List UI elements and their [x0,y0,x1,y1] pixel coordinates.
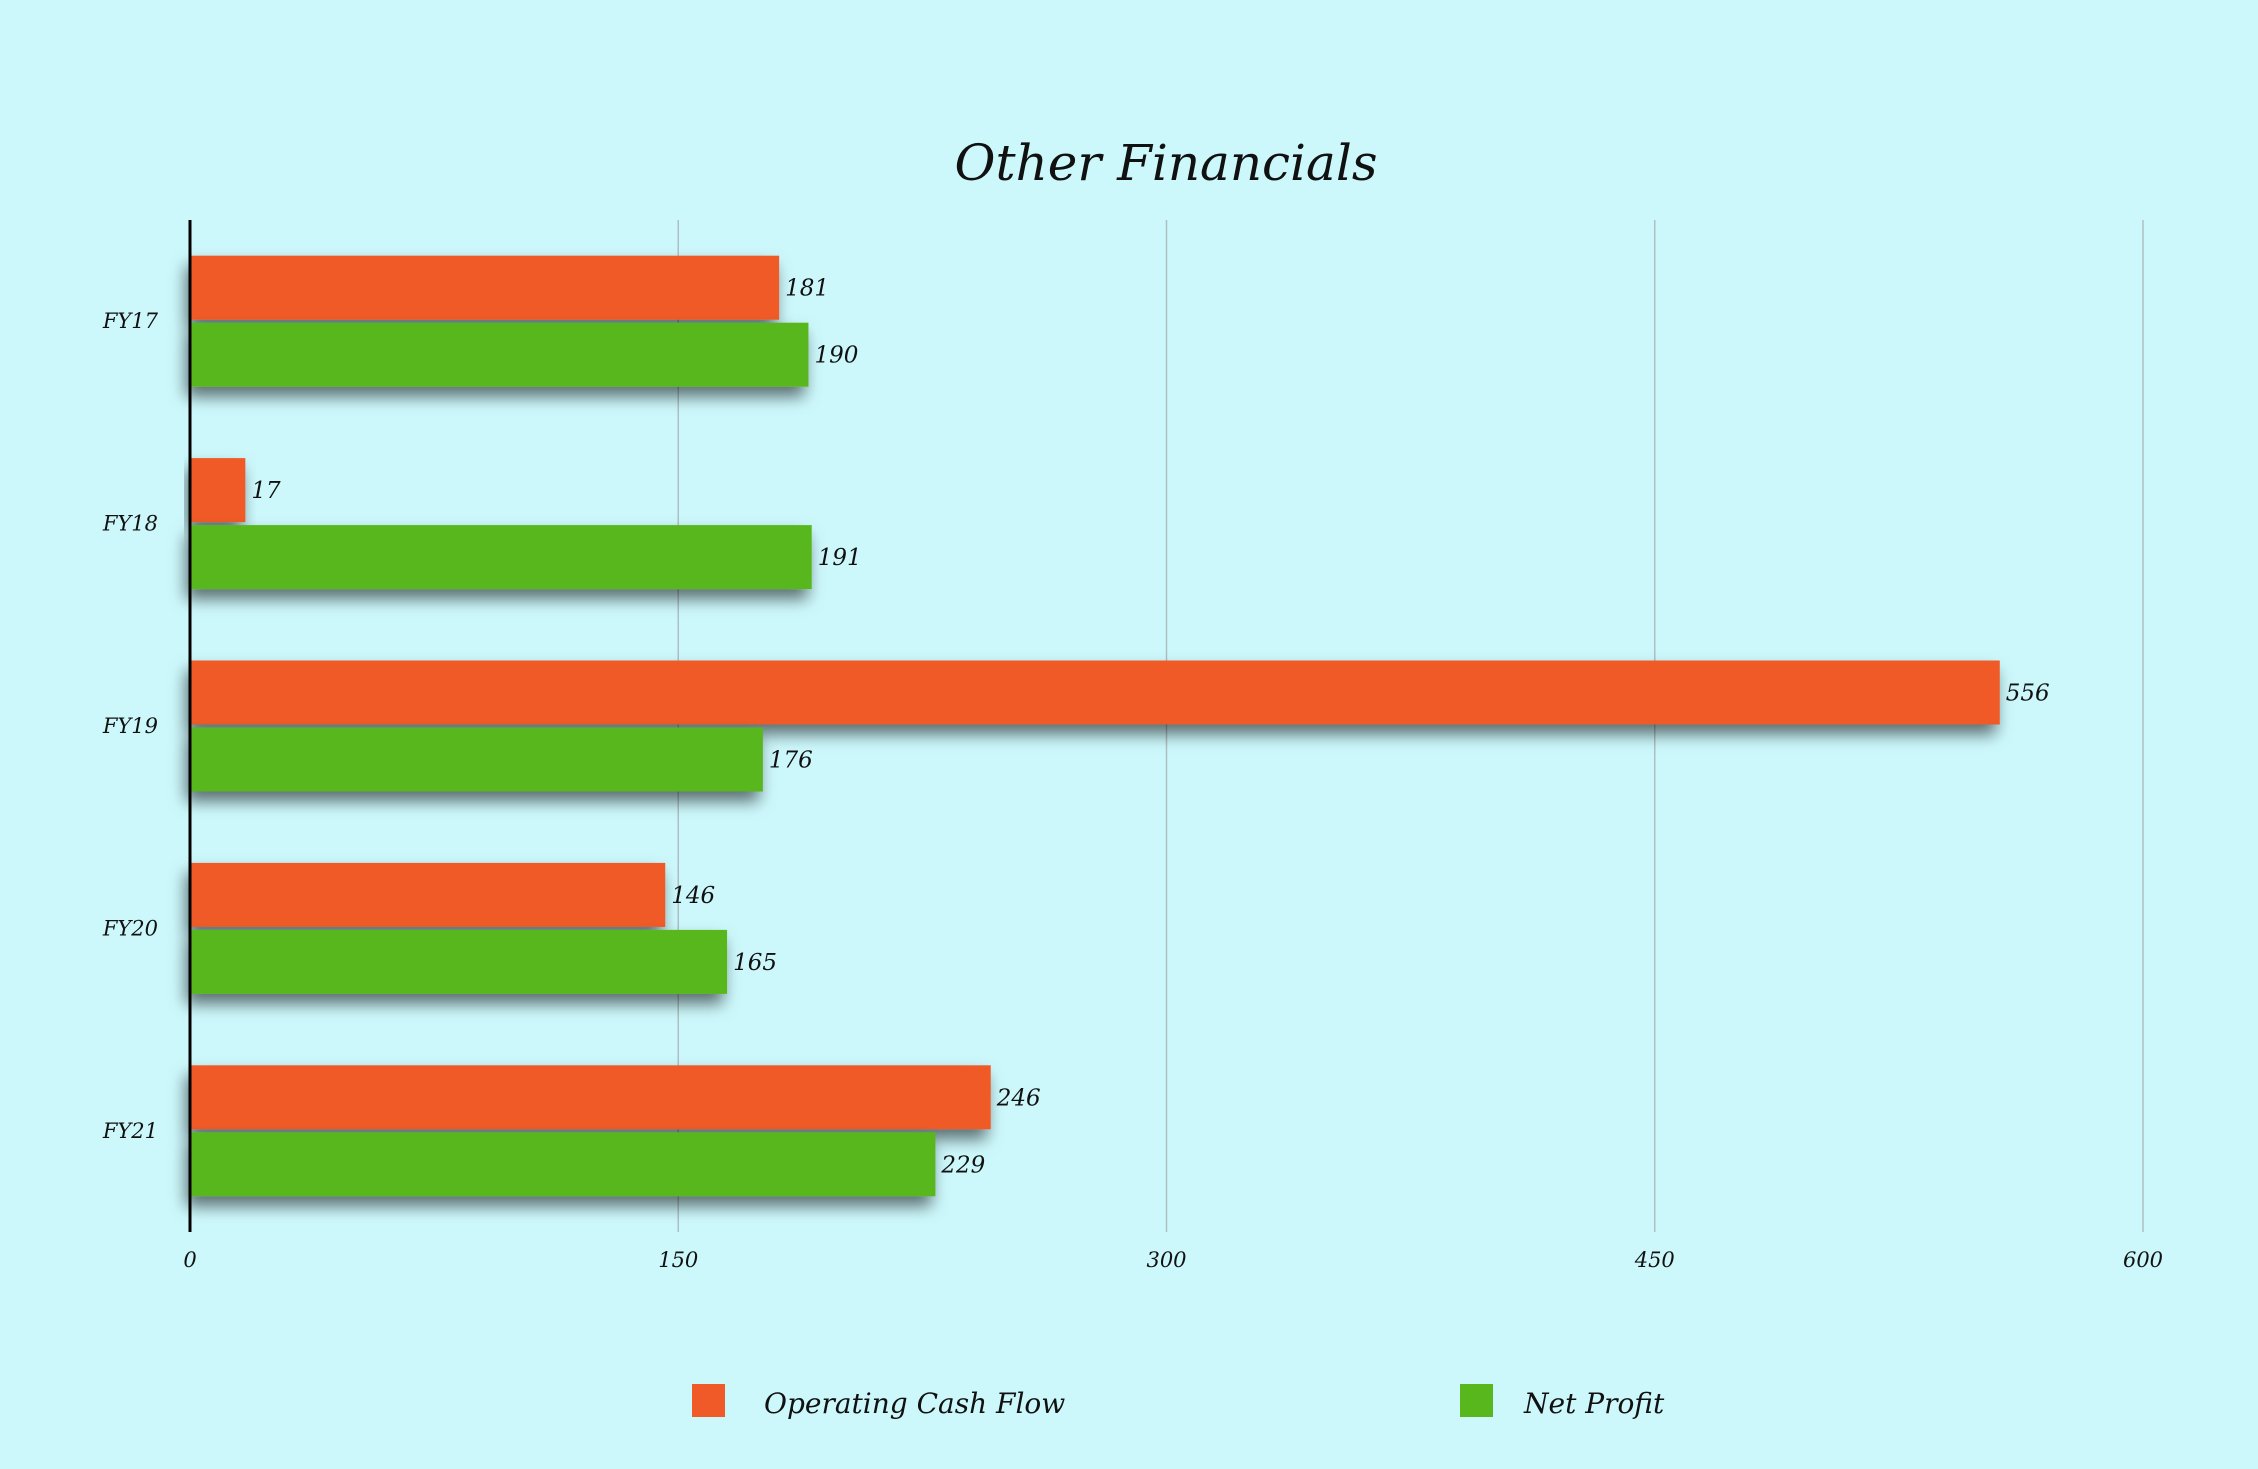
bar-net-profit [190,525,812,590]
y-category-label: FY17 [102,309,159,333]
bar-operating-cash-flow [190,255,780,320]
y-category-label: FY19 [102,714,158,738]
data-label: 181 [785,276,829,302]
y-category-label: FY20 [102,916,158,940]
bars: 181 190 17 191 556 176 146 165 246 229 [190,255,2050,1197]
bar-net-profit [190,929,728,994]
bar-operating-cash-flow [190,862,666,927]
data-label: 229 [940,1152,985,1178]
axes: 0 150 300 450 600 FY17 FY18 FY19 FY20 FY21 [102,220,2163,1272]
legend-label: Operating Cash Flow [764,1387,1065,1420]
legend-label: Net Profit [1523,1387,1665,1420]
data-label: 165 [733,950,777,976]
bar-operating-cash-flow [190,1065,991,1130]
data-label: 176 [769,748,813,774]
data-label: 146 [671,883,715,909]
legend-swatch-operating-cash-flow [692,1384,725,1417]
bar-net-profit [190,1132,936,1197]
chart-title: Other Financials [954,134,1377,192]
bar-net-profit [190,727,763,792]
y-category-label: FY18 [102,512,158,536]
data-label: 190 [814,343,858,369]
y-category-label: FY21 [102,1119,158,1143]
data-label: 556 [2006,681,2050,707]
data-label: 17 [251,478,281,504]
bar-operating-cash-flow [190,458,246,523]
x-tick-label: 150 [658,1248,698,1272]
data-label: 246 [996,1085,1041,1111]
bar-operating-cash-flow [190,660,2000,725]
gridlines [677,220,2144,1232]
x-tick-label: 600 [2123,1248,2163,1272]
x-tick-label: 300 [1146,1248,1186,1272]
bar-net-profit [190,322,809,387]
x-tick-label: 450 [1634,1248,1675,1272]
legend: Operating Cash Flow Net Profit [692,1384,1665,1420]
data-label: 191 [818,545,862,571]
x-tick-label: 0 [183,1248,196,1272]
legend-swatch-net-profit [1460,1384,1493,1417]
